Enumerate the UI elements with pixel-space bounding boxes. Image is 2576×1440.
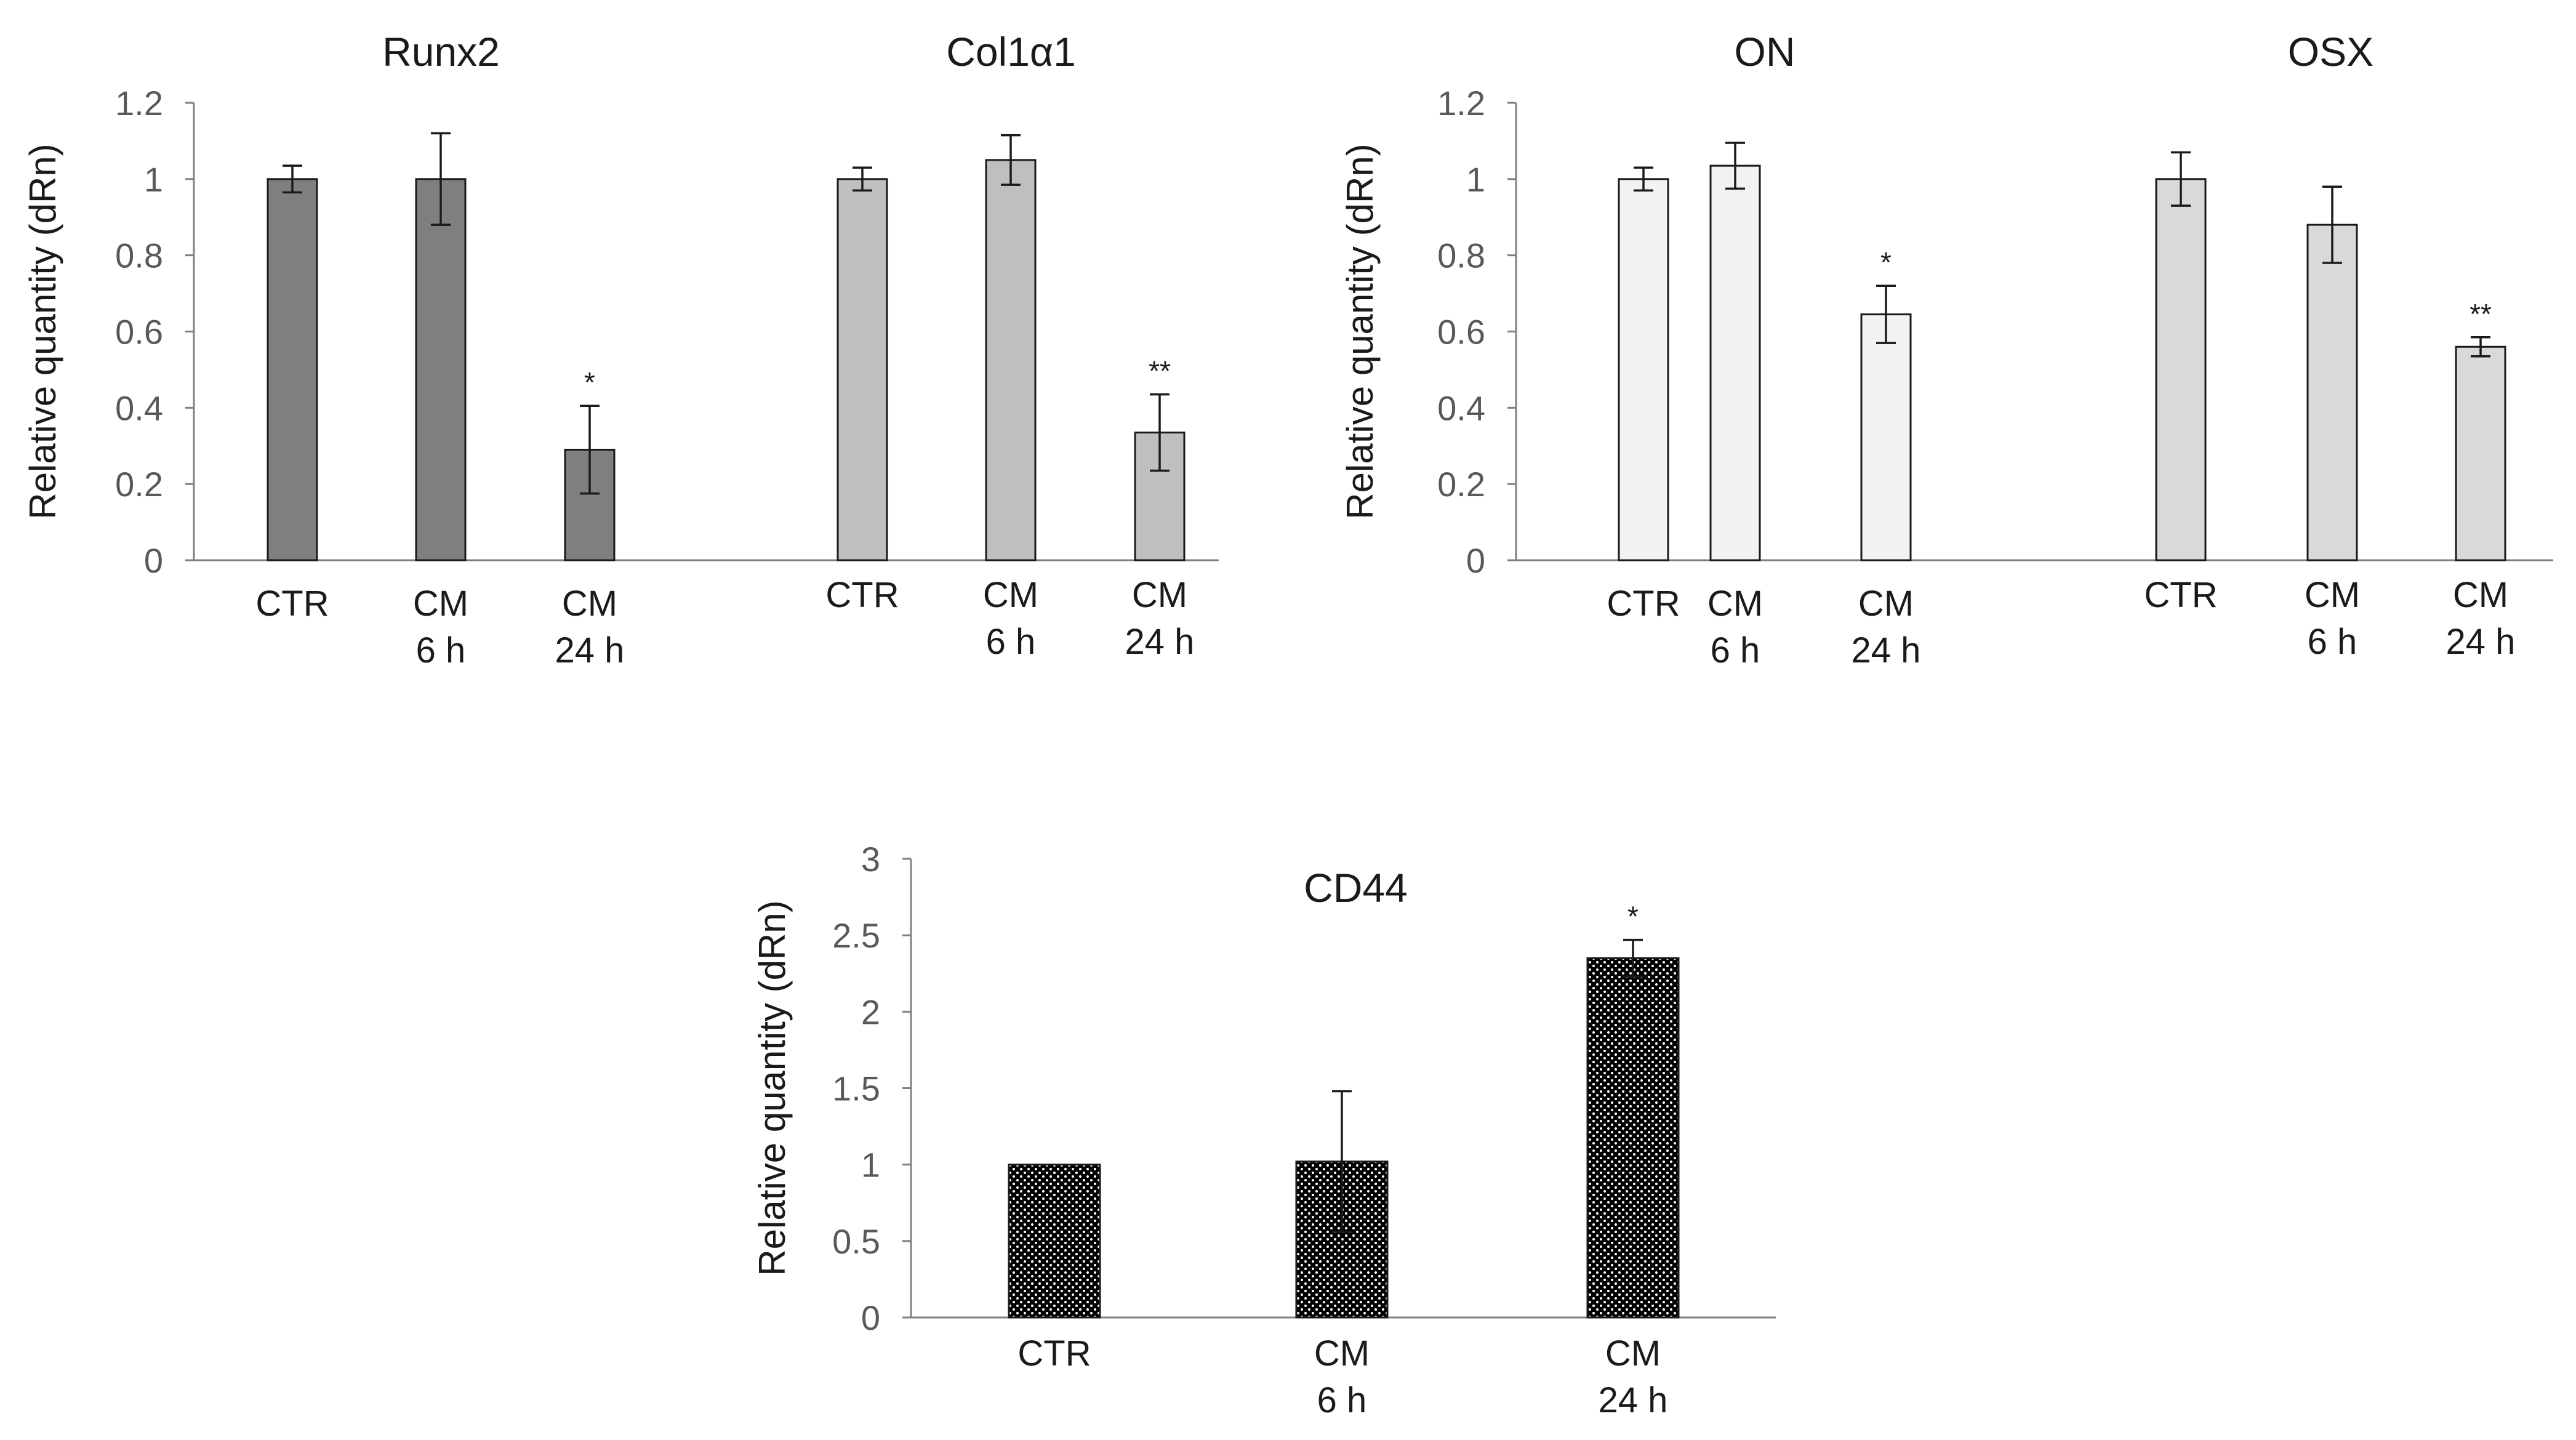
group-runx2-3-category-label-line-2: 24 h [555,630,625,670]
group-runx2-3-significance-label: * [584,366,595,398]
y-axis-label: Relative quantity (dRn) [22,143,63,519]
group-runx2-1-category-label-line-1: CTR [255,584,329,624]
group-col11-2-category-label-line-1: CM [983,575,1038,615]
cd44-3-bar [1586,957,1680,1319]
y-tick-label: 0.8 [1437,236,1485,275]
y-tick-label: 0.4 [115,388,163,427]
group-on-2-bar [1709,164,1761,561]
group-col11-3-significance-label: ** [1149,355,1171,387]
group-osx-3-bar [2455,345,2506,561]
group-col11-2-error-bar [1001,134,1021,186]
y-tick-label: 2.5 [832,916,880,955]
group-on-3-category-label-line-1: CM [1858,584,1914,624]
group-runx2-2-category-label-line-2: 6 h [416,630,466,670]
group-runx2-2-category-label-line-1: CM [413,584,468,624]
group-osx-3-category-label-line-2: 24 h [2446,622,2516,662]
y-tick-label: 2 [861,992,880,1031]
group-runx2-2-bar [415,178,467,561]
group-on-3-bar [1860,313,1912,561]
group-osx-2-category-label-line-2: 6 h [2308,622,2357,662]
group-col11-3-category-label-line-1: CM [1132,575,1187,615]
group-col11-2-category-label-line-2: 6 h [986,622,1036,662]
cd44-2-category-label-line-2: 6 h [1317,1380,1367,1420]
group-osx-3-error-bar [2471,336,2490,358]
cd44-3-category-label-line-2: 24 h [1599,1380,1668,1420]
y-tick-label: 0.4 [1437,388,1485,427]
group-runx2-3-error-bar [580,404,600,495]
group-col11-1-category-label-line-1: CTR [825,575,899,615]
group-on-1-bar [1618,178,1669,561]
group-osx-2-error-bar [2322,185,2342,264]
cd44-3-error-bar [1623,938,1643,978]
group-on-1-error-bar [1634,166,1653,192]
cd44-title: CD44 [1304,865,1408,911]
y-tick-label: 0.2 [115,465,163,504]
y-tick-label: 0.6 [1437,313,1485,352]
cd44-3-category-label-line-1: CM [1605,1333,1661,1374]
group-osx-2-bar [2306,223,2358,561]
y-tick-label: 1 [861,1146,880,1185]
cd44-1-category-label-line-1: CTR [1017,1333,1091,1374]
group-runx2-title: Runx2 [382,29,500,74]
group-col11-1-bar [837,178,888,561]
chart-panel-osteogenic-1: 0 0.2 0.4 0.6 0.8 1 1.2 Relative quantity (dRn)… [22,29,1219,670]
group-on-2-error-bar [1725,142,1745,190]
group-osx-3-significance-label: ** [2470,298,2492,330]
group-on-title: ON [1735,29,1796,74]
y-tick-label: 0 [1466,541,1485,580]
group-osx-1-bar [2155,178,2207,561]
y-tick-label: 1.5 [832,1069,880,1108]
chart-panel-cd44: 0 0.5 1 1.5 2 2.5 3 Relative quantity (dRn) CTR C… [752,840,1776,1420]
y-tick-label: 3 [861,840,880,879]
y-tick-label: 0.5 [832,1222,880,1261]
y-tick-label: 0 [861,1298,880,1337]
y-tick-label: 1.2 [115,84,163,123]
group-col11-title: Col1α1 [946,29,1076,74]
group-runx2-1-error-bar [283,164,302,194]
y-tick-label: 0 [144,541,163,580]
y-tick-label: 0.8 [115,236,163,275]
group-on-2-category-label-line-1: CM [1707,584,1763,624]
group-osx-3-category-label-line-1: CM [2453,575,2508,615]
group-on-3-category-label-line-2: 24 h [1852,630,1921,670]
group-osx-2-category-label-line-1: CM [2305,575,2360,615]
y-tick-label: 1 [144,160,163,199]
cd44-1-bar [1008,1164,1101,1319]
cd44-2-error-bar [1332,1090,1352,1233]
y-axis-label: Relative quantity (dRn) [752,900,793,1276]
group-col11-1-error-bar [853,166,872,192]
group-runx2-1-bar [267,178,318,561]
group-on-1-category-label-line-1: CTR [1607,584,1680,624]
group-runx2-3-category-label-line-1: CM [562,584,617,624]
group-osx-1-error-bar [2171,151,2191,207]
group-col11-2-bar [985,159,1037,561]
y-tick-label: 0.6 [115,313,163,352]
group-on-3-error-bar [1876,284,1896,344]
y-tick-label: 0.2 [1437,465,1485,504]
group-on-2-category-label-line-2: 6 h [1711,630,1760,670]
y-tick-label: 1.2 [1437,84,1485,123]
group-osx-title: OSX [2288,29,2373,74]
cd44-3-significance-label: * [1627,901,1639,933]
group-osx-1-category-label-line-1: CTR [2144,575,2217,615]
y-axis-label: Relative quantity (dRn) [1339,143,1381,519]
group-runx2-2-error-bar [431,132,451,226]
group-on-3-significance-label: * [1880,246,1892,278]
chart-panel-osteogenic-2: 0 0.2 0.4 0.6 0.8 1 1.2 Relative quantity (dRn)… [1339,29,2553,670]
y-tick-label: 1 [1466,160,1485,199]
group-col11-3-category-label-line-2: 24 h [1125,622,1195,662]
group-col11-3-error-bar [1150,393,1170,472]
cd44-2-category-label-line-1: CM [1314,1333,1370,1374]
